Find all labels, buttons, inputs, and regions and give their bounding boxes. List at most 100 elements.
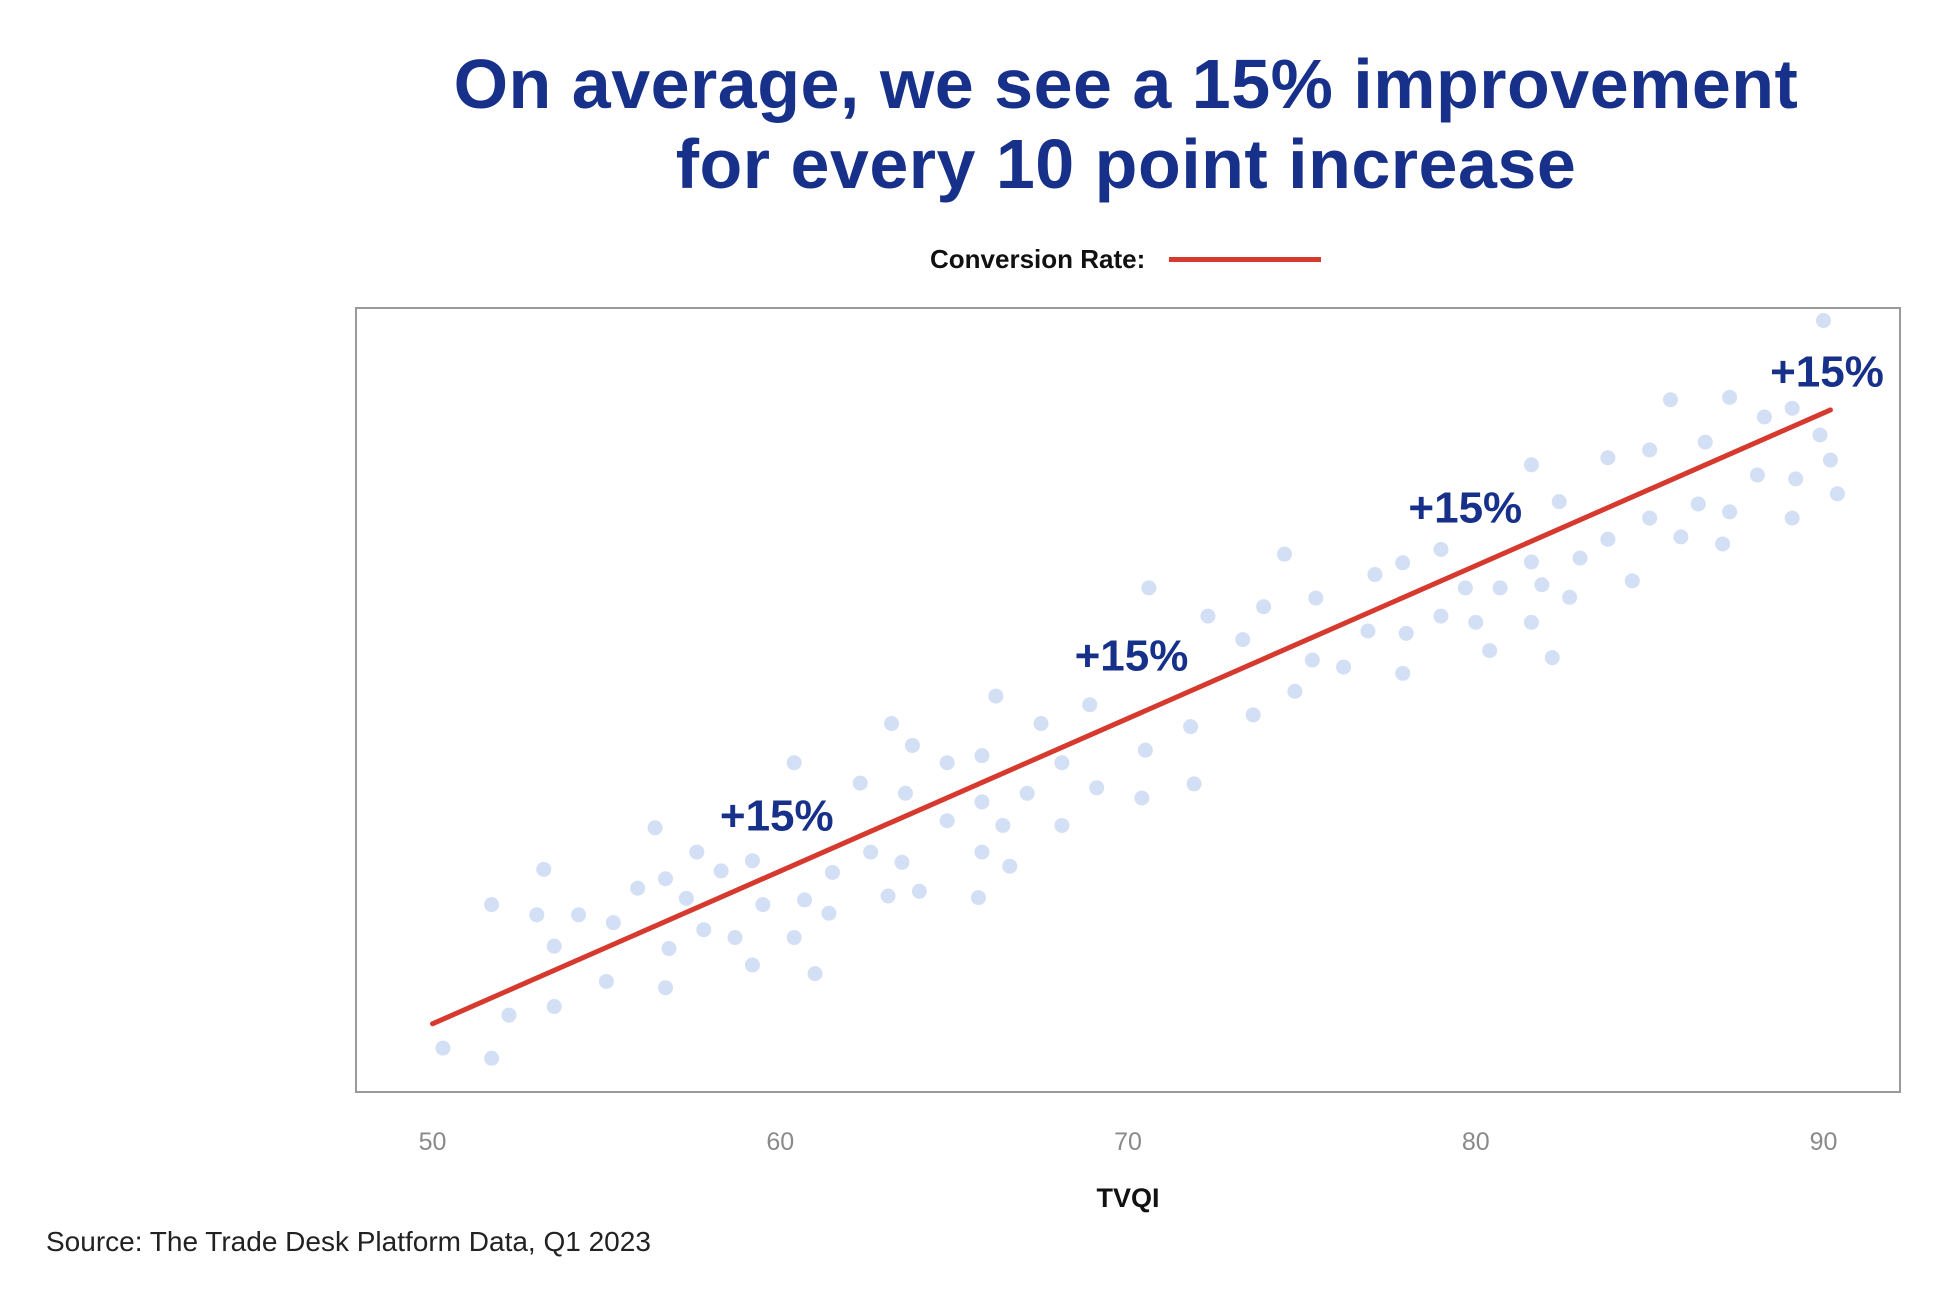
annotation-label: +15% (720, 791, 834, 840)
data-point (1134, 790, 1150, 806)
title-line-1: On average, we see a 15% improvement (453, 45, 1799, 123)
data-point (1697, 434, 1713, 450)
data-point (1395, 555, 1411, 571)
data-point (647, 820, 663, 836)
data-point (661, 941, 677, 957)
data-point (1784, 510, 1800, 526)
data-point (1082, 697, 1098, 713)
data-point (863, 844, 879, 860)
data-point (598, 973, 614, 989)
data-point (678, 890, 694, 906)
data-point (1812, 427, 1828, 443)
data-point (744, 853, 760, 869)
data-point (529, 907, 545, 923)
data-point (1722, 389, 1738, 405)
data-point (970, 890, 986, 906)
data-point (1367, 567, 1383, 583)
data-point (1235, 632, 1251, 648)
data-point (1788, 471, 1804, 487)
data-point (546, 938, 562, 954)
data-point (1089, 780, 1105, 796)
data-point (939, 755, 955, 771)
data-point (435, 1040, 451, 1056)
data-point (1336, 659, 1352, 675)
data-point (1551, 494, 1567, 510)
data-point (1822, 452, 1838, 468)
data-point (1756, 409, 1772, 425)
annotation-label: +15% (1770, 348, 1884, 397)
data-point (797, 892, 813, 908)
data-point (1600, 450, 1616, 466)
data-point (807, 966, 823, 982)
data-point (546, 999, 562, 1015)
data-point (657, 871, 673, 887)
data-point (1054, 755, 1070, 771)
data-point (1141, 580, 1157, 596)
data-point (484, 897, 500, 913)
data-point (1186, 776, 1202, 792)
x-tick-label: 60 (766, 1128, 794, 1156)
data-point (1002, 858, 1018, 874)
title-line-2: for every 10 point increase (675, 125, 1577, 203)
data-point (897, 785, 913, 801)
data-point (939, 813, 955, 829)
data-point (1784, 400, 1800, 416)
data-point (974, 748, 990, 764)
legend-label: Conversion Rate: (930, 244, 1146, 274)
data-point (974, 844, 990, 860)
annotation-label: +15% (1408, 483, 1522, 532)
data-point (904, 737, 920, 753)
data-point (696, 922, 712, 938)
chart-title: On average, we see a 15% improvement for… (0, 44, 1960, 204)
data-point (1287, 683, 1303, 699)
data-point (1276, 546, 1292, 562)
data-point (1642, 442, 1658, 458)
data-point (630, 880, 646, 896)
data-point (1749, 467, 1765, 483)
data-point (786, 930, 802, 946)
data-point (880, 888, 896, 904)
x-tick-label: 80 (1462, 1128, 1490, 1156)
source-note: Source: The Trade Desk Platform Data, Q1… (46, 1226, 651, 1257)
data-point (1572, 550, 1588, 566)
data-point (484, 1050, 500, 1066)
data-point (713, 863, 729, 879)
data-point (1304, 652, 1320, 668)
data-point (1482, 643, 1498, 659)
data-point (1624, 573, 1640, 589)
data-point (1183, 719, 1199, 735)
data-point (727, 930, 743, 946)
data-point (1815, 313, 1831, 329)
data-point (1033, 716, 1049, 732)
data-point (1398, 625, 1414, 641)
data-point (1019, 785, 1035, 801)
data-point (1200, 608, 1216, 624)
plot-frame (355, 307, 1901, 1093)
data-point (824, 864, 840, 880)
data-point (852, 775, 868, 791)
data-point (501, 1007, 517, 1023)
data-point (884, 716, 900, 732)
data-point (1137, 742, 1153, 758)
data-point (974, 794, 990, 810)
data-point (1492, 580, 1508, 596)
x-axis-label: TVQI (1096, 1183, 1159, 1213)
data-point (1673, 529, 1689, 545)
data-point (1360, 623, 1376, 639)
data-point (1256, 599, 1272, 615)
data-point (1245, 707, 1261, 723)
data-point (744, 957, 760, 973)
legend: Conversion Rate: (930, 244, 1322, 275)
data-point (786, 755, 802, 771)
data-point (1054, 817, 1070, 833)
x-tick-label: 50 (419, 1128, 447, 1156)
data-point (1690, 496, 1706, 512)
legend-line-swatch (1169, 257, 1322, 262)
data-point (689, 844, 705, 860)
data-point (1433, 608, 1449, 624)
data-point (657, 980, 673, 996)
data-point (1544, 650, 1560, 666)
data-point (1468, 614, 1484, 630)
data-point (894, 854, 910, 870)
data-point (1457, 580, 1473, 596)
